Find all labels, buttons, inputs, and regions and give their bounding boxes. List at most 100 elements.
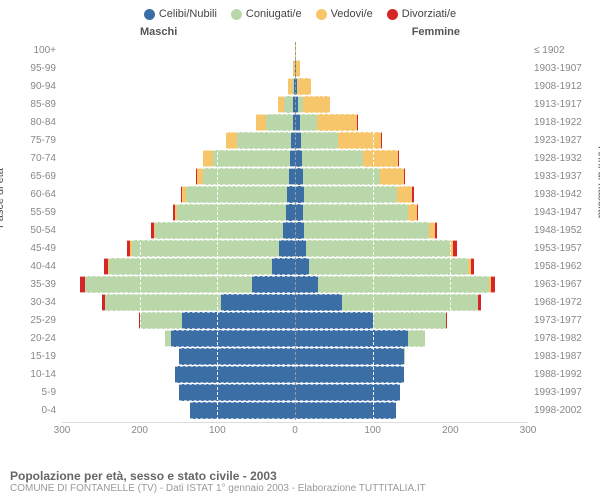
segment-d	[404, 168, 405, 185]
segment-m	[303, 204, 408, 221]
segment-m	[373, 312, 447, 329]
male-half	[62, 114, 295, 131]
male-half	[62, 276, 295, 293]
birth-year-label: 1978-1982	[528, 330, 582, 347]
female-half	[295, 114, 528, 131]
segment-m	[266, 114, 293, 131]
segment-m	[186, 186, 287, 203]
segment-m	[302, 150, 363, 167]
segment-m	[155, 222, 283, 239]
segment-d	[478, 294, 480, 311]
male-half	[62, 384, 295, 401]
segment-s	[175, 366, 295, 383]
segment-m	[85, 276, 252, 293]
age-label: 40-44	[30, 258, 62, 275]
footer-subtitle: COMUNE DI FONTANELLE (TV) - Dati ISTAT 1…	[10, 483, 590, 494]
birth-year-label: 1958-1962	[528, 258, 582, 275]
birth-year-label: 1928-1932	[528, 150, 582, 167]
male-half	[62, 294, 295, 311]
segment-m	[105, 294, 222, 311]
segment-s	[179, 384, 296, 401]
segment-m	[303, 168, 381, 185]
male-half	[62, 366, 295, 383]
gender-headers: Maschi Femmine	[10, 26, 590, 42]
birth-year-label: ≤ 1902	[528, 42, 565, 59]
female-half	[295, 42, 528, 59]
legend-item: Divorziati/e	[387, 8, 456, 20]
segment-s	[295, 348, 404, 365]
x-axis: 3002001000100200300	[62, 422, 528, 442]
legend: Celibi/NubiliConiugati/eVedovi/eDivorzia…	[10, 8, 590, 20]
segment-d	[412, 186, 414, 203]
segment-d	[357, 114, 358, 131]
age-label: 70-74	[30, 150, 62, 167]
birth-year-label: 1923-1927	[528, 132, 582, 149]
birth-year-label: 1968-1972	[528, 294, 582, 311]
legend-swatch	[231, 9, 242, 20]
segment-s	[295, 240, 306, 257]
legend-label: Divorziati/e	[402, 8, 456, 20]
birth-year-label: 1993-1997	[528, 384, 582, 401]
header-female: Femmine	[412, 26, 460, 38]
age-label: 5-9	[42, 384, 62, 401]
segment-s	[182, 312, 295, 329]
segment-s	[295, 150, 302, 167]
x-tick: 100	[209, 425, 226, 436]
segment-s	[190, 402, 295, 419]
birth-year-label: 1938-1942	[528, 186, 582, 203]
male-half	[62, 222, 295, 239]
male-half	[62, 168, 295, 185]
x-tick: 200	[131, 425, 148, 436]
male-half	[62, 78, 295, 95]
male-half	[62, 132, 295, 149]
segment-w	[203, 150, 212, 167]
segment-m	[109, 258, 272, 275]
female-half	[295, 186, 528, 203]
age-label: 95-99	[30, 60, 62, 77]
female-half	[295, 402, 528, 419]
female-half	[295, 276, 528, 293]
female-half	[295, 60, 528, 77]
age-label: 0-4	[42, 402, 62, 419]
age-label: 65-69	[30, 168, 62, 185]
segment-w	[226, 132, 237, 149]
birth-year-label: 1953-1957	[528, 240, 582, 257]
chart-footer: Popolazione per età, sesso e stato civil…	[10, 469, 590, 494]
plot-area: Fasce di età Anni di nascita 100+≤ 19029…	[10, 42, 590, 442]
female-half	[295, 258, 528, 275]
x-tick: 200	[442, 425, 459, 436]
birth-year-label: 1908-1912	[528, 78, 582, 95]
legend-swatch	[387, 9, 398, 20]
segment-s	[179, 348, 296, 365]
male-half	[62, 312, 295, 329]
age-label: 100+	[33, 42, 62, 59]
segment-w	[303, 96, 330, 113]
segment-s	[295, 312, 373, 329]
birth-year-label: 1913-1917	[528, 96, 582, 113]
segment-m	[306, 240, 450, 257]
legend-item: Vedovi/e	[316, 8, 373, 20]
segment-d	[491, 276, 496, 293]
segment-w	[338, 132, 381, 149]
segment-m	[408, 330, 425, 347]
female-half	[295, 150, 528, 167]
age-label: 35-39	[30, 276, 62, 293]
male-half	[62, 42, 295, 59]
female-half	[295, 330, 528, 347]
segment-m	[342, 294, 478, 311]
segment-s	[295, 402, 396, 419]
segment-d	[471, 258, 475, 275]
age-label: 80-84	[30, 114, 62, 131]
birth-year-label: 1933-1937	[528, 168, 582, 185]
x-tick: 100	[364, 425, 381, 436]
segment-s	[295, 222, 304, 239]
birth-year-label: 1988-1992	[528, 366, 582, 383]
male-half	[62, 240, 295, 257]
segment-d	[381, 132, 382, 149]
male-half	[62, 96, 295, 113]
female-half	[295, 348, 528, 365]
legend-item: Coniugati/e	[231, 8, 302, 20]
segment-m	[404, 348, 405, 365]
legend-label: Vedovi/e	[331, 8, 373, 20]
segment-d	[417, 204, 419, 221]
